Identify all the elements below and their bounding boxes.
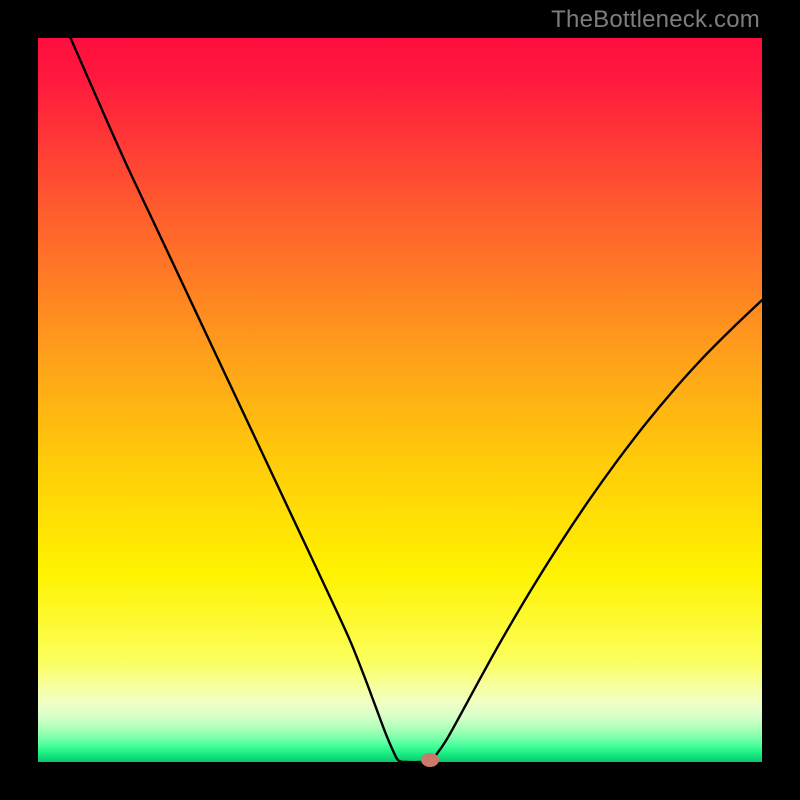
bottleneck-curve xyxy=(71,38,762,762)
gradient-background xyxy=(38,38,762,762)
watermark-label: TheBottleneck.com xyxy=(551,6,760,34)
bottleneck-curve-svg xyxy=(0,0,800,800)
highlight-marker xyxy=(421,753,439,767)
